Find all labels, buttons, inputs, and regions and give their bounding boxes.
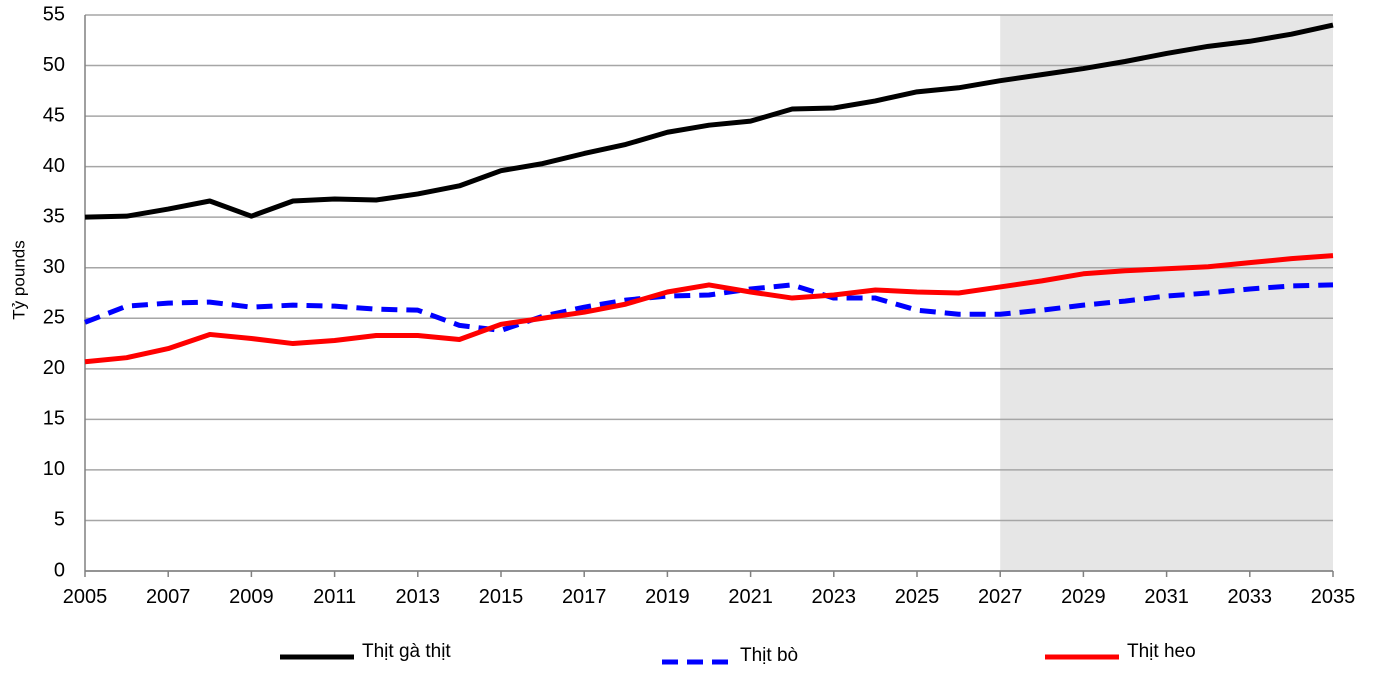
y-tick-label: 50 bbox=[43, 54, 65, 76]
y-tick-label: 40 bbox=[43, 155, 65, 177]
x-tick-label: 2019 bbox=[645, 586, 690, 608]
y-tick-label: 20 bbox=[43, 357, 65, 379]
x-tick-label: 2035 bbox=[1311, 586, 1356, 608]
x-tick-label: 2017 bbox=[562, 586, 607, 608]
legend-label: Thịt gà thịt bbox=[362, 641, 451, 662]
y-tick-label: 25 bbox=[43, 307, 65, 329]
x-tick-label: 2021 bbox=[728, 586, 773, 608]
x-tick-label: 2029 bbox=[1061, 586, 1106, 608]
x-tick-label: 2005 bbox=[63, 586, 108, 608]
x-tick-label: 2031 bbox=[1144, 586, 1189, 608]
y-tick-label: 55 bbox=[43, 3, 65, 25]
legend-label: Thịt bò bbox=[740, 645, 798, 666]
x-tick-label: 2007 bbox=[146, 586, 191, 608]
legend-label: Thịt heo bbox=[1127, 641, 1196, 662]
x-tick-label: 2033 bbox=[1228, 586, 1273, 608]
x-tick-label: 2023 bbox=[812, 586, 857, 608]
x-tick-label: 2027 bbox=[978, 586, 1023, 608]
y-tick-label: 30 bbox=[43, 256, 65, 278]
y-tick-label: 35 bbox=[43, 205, 65, 227]
y-tick-label: 10 bbox=[43, 458, 65, 480]
x-tick-label: 2011 bbox=[313, 586, 356, 608]
y-tick-label: 5 bbox=[54, 509, 65, 531]
x-tick-label: 2025 bbox=[895, 586, 940, 608]
y-axis-label: Tỷ pounds bbox=[9, 240, 28, 319]
forecast-shade bbox=[1000, 15, 1333, 571]
y-tick-label: 15 bbox=[43, 408, 65, 430]
x-tick-label: 2013 bbox=[396, 586, 441, 608]
series-line bbox=[84, 22, 1334, 220]
y-tick-label: 45 bbox=[43, 104, 65, 126]
y-tick-label: 0 bbox=[54, 559, 65, 581]
x-tick-label: 2009 bbox=[229, 586, 274, 608]
series-line bbox=[84, 253, 1334, 365]
x-tick-label: 2015 bbox=[479, 586, 524, 608]
series-line bbox=[84, 282, 1334, 333]
